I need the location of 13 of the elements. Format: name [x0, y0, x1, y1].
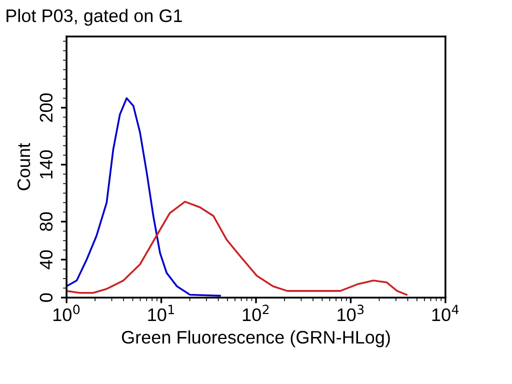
x-tick-label: 10$^{2}$ [242, 304, 269, 322]
chart-title: Plot P03, gated on G1 [6, 8, 182, 26]
x-axis-title: Green Fluorescence (GRN-HLog) [122, 330, 390, 348]
y-axis-title: Count [17, 143, 30, 190]
x-tick-label: 10$^{4}$ [432, 304, 459, 322]
y-tick-label: 200 [40, 93, 53, 122]
y-tick-label: 40 [40, 250, 53, 270]
x-tick-label: 10$^{1}$ [148, 304, 174, 322]
y-tick-label: 140 [40, 150, 53, 178]
y-tick-label: 80 [40, 212, 53, 231]
y-tick-label: 0 [40, 293, 53, 302]
x-tick-label: 10$^{3}$ [338, 304, 364, 322]
x-tick-label: 10$^{0}$ [53, 304, 80, 322]
